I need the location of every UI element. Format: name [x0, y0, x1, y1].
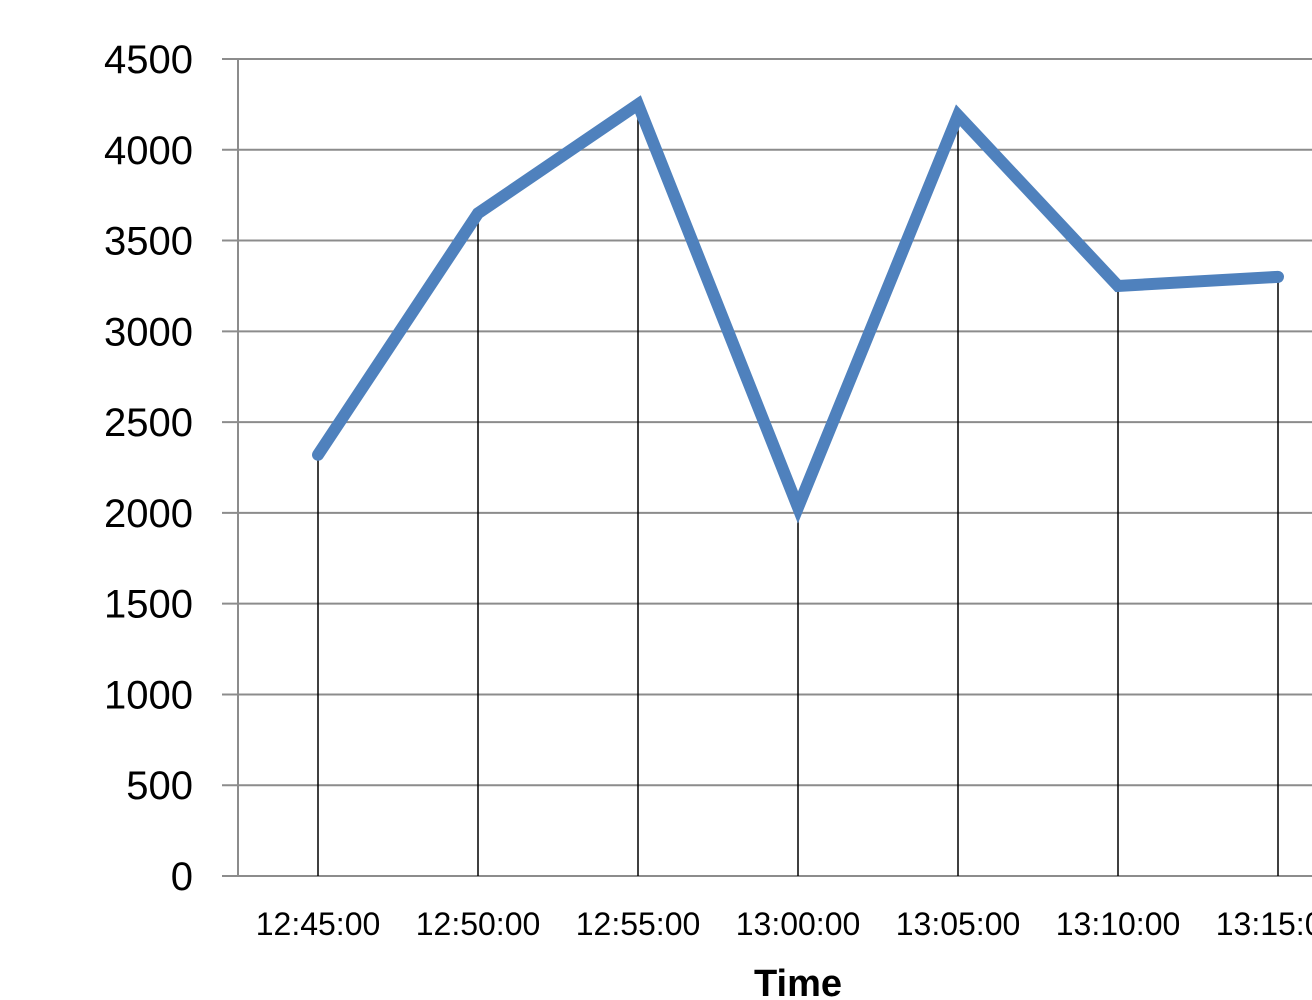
y-tick-label: 1000 [104, 673, 193, 717]
y-tick-label: 500 [126, 764, 193, 808]
data-point [797, 506, 799, 509]
x-axis-title: Time [754, 963, 842, 1000]
y-tick-label: 4500 [104, 38, 193, 82]
data-point [1117, 284, 1119, 287]
y-tick-label: 1500 [104, 583, 193, 627]
series-group [312, 95, 1284, 524]
gridlines [222, 58, 1312, 877]
x-tick-label: 13:05:00 [896, 906, 1021, 942]
x-tick-label: 13:00:00 [736, 906, 861, 942]
x-tick-label: 12:45:00 [256, 906, 381, 942]
y-tick-label: 2500 [104, 401, 193, 445]
x-tick-labels: 12:45:00 12:50:00 12:55:00 13:00:00 13:05:00… [256, 906, 1312, 942]
y-tick-label: 3000 [104, 310, 193, 354]
data-point [477, 212, 479, 215]
x-tick-label: 12:50:00 [416, 906, 541, 942]
data-point [317, 453, 319, 456]
y-tick-labels: 0 500 1000 1500 2000 2500 3000 3500 4000 4500 [104, 38, 193, 899]
y-tick-label: 3500 [104, 220, 193, 264]
y-tick-label: 0 [171, 855, 193, 899]
series-line-0 [312, 95, 1284, 524]
drop-lines [317, 104, 1279, 876]
x-tick-label: 12:55:00 [576, 906, 701, 942]
y-tick-label: 4000 [104, 129, 193, 173]
data-point [637, 103, 639, 106]
y-tick-label: 2000 [104, 492, 193, 536]
data-point [1277, 275, 1279, 278]
data-point [957, 114, 959, 117]
x-tick-label: 13:15:00 [1216, 906, 1312, 942]
x-tick-label: 13:10:00 [1056, 906, 1181, 942]
